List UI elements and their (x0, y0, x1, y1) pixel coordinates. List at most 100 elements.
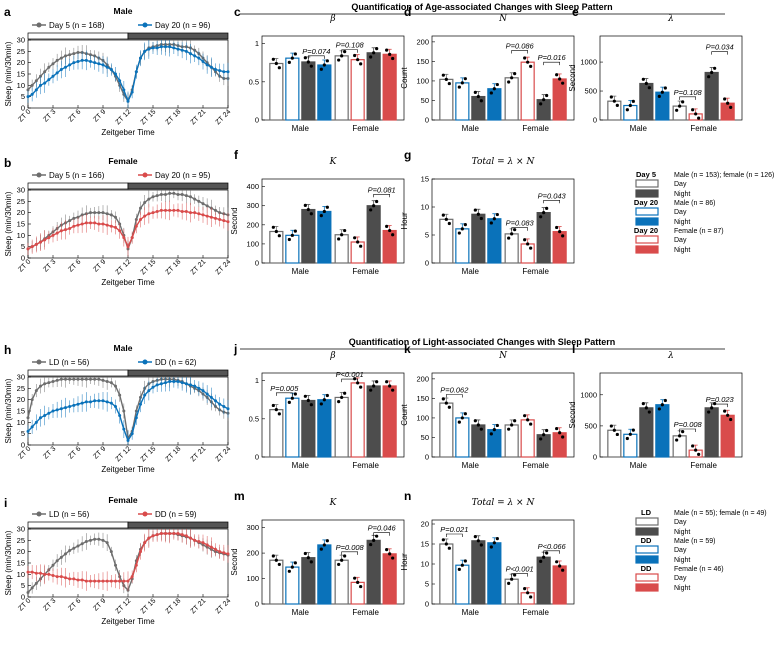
data-point (109, 224, 113, 228)
legend-swatch-night (635, 555, 659, 564)
bar (366, 52, 381, 121)
data-point (526, 242, 530, 246)
bar (520, 243, 535, 264)
data-point (542, 98, 546, 102)
data-point (476, 423, 480, 427)
data-point (147, 536, 151, 540)
data-point (122, 88, 126, 92)
y-tick-label: 15 (421, 175, 429, 184)
bar (269, 409, 284, 458)
data-point (447, 405, 451, 409)
legend-label: DD (n = 62) (155, 358, 197, 367)
data-point (147, 47, 151, 51)
data-point (55, 575, 59, 579)
data-point (26, 590, 30, 594)
plot-frame (261, 178, 405, 264)
data-point (489, 221, 493, 225)
x-tick-label: ZT 18 (165, 597, 183, 615)
y-tick-label: 20 (17, 208, 25, 217)
data-point (51, 409, 55, 413)
data-point (513, 228, 517, 232)
data-point (523, 238, 527, 242)
data-point (473, 208, 477, 212)
bar (317, 544, 332, 605)
y-tick-label: 0 (255, 116, 259, 125)
significance-bracket (679, 96, 696, 100)
data-point (356, 240, 360, 244)
data-point (287, 400, 291, 404)
data-point (34, 79, 38, 83)
data-point (201, 202, 205, 206)
data-point (523, 56, 527, 60)
data-point (139, 550, 142, 554)
x-tick-label: ZT 12 (115, 108, 133, 126)
x-category-label: Female (522, 461, 549, 470)
y-tick-label: 5 (21, 581, 25, 590)
data-point (372, 51, 376, 55)
data-point (89, 60, 92, 64)
x-tick-label: ZT 15 (140, 597, 158, 615)
bar (520, 61, 535, 121)
y-tick-label: 5 (21, 92, 25, 101)
data-point (97, 62, 101, 66)
data-point (84, 539, 88, 543)
data-point (130, 90, 134, 94)
data-point (34, 242, 38, 246)
data-point (558, 564, 562, 568)
data-point (510, 577, 514, 581)
data-point (109, 550, 113, 554)
data-point (59, 555, 63, 559)
data-point (697, 452, 701, 456)
data-point (184, 534, 188, 538)
data-point (710, 70, 714, 75)
y-tick-label: 100 (246, 239, 259, 248)
bar (720, 102, 735, 121)
data-point (64, 377, 67, 381)
bar (455, 228, 470, 264)
data-point (109, 401, 113, 405)
panel-label-j: j (233, 342, 237, 356)
p-value-label: P=0.086 (506, 41, 535, 50)
bar (623, 433, 638, 458)
x-tick-label: ZT 9 (92, 597, 107, 612)
bar (350, 382, 365, 458)
bar (536, 434, 551, 458)
data-point (222, 70, 226, 74)
data-point (226, 552, 230, 556)
plot-frame (261, 519, 405, 605)
data-point (353, 576, 357, 580)
significance-bracket (308, 55, 325, 59)
data-point (176, 47, 180, 51)
data-point (26, 416, 30, 420)
x-tick-label: ZT 24 (215, 258, 233, 276)
data-point (84, 377, 88, 381)
y-tick-label: 50 (421, 96, 429, 105)
data-point (93, 537, 97, 541)
legend-head: LD (641, 508, 652, 517)
data-point (218, 402, 222, 406)
data-point (172, 380, 176, 384)
data-point (277, 234, 281, 238)
data-point (97, 399, 101, 403)
significance-bracket (341, 49, 358, 53)
dark-phase-bar (127, 182, 229, 190)
p-value-label: P<0.001 (506, 565, 534, 574)
data-point (489, 545, 493, 549)
data-point (293, 392, 297, 396)
legend-item: Night (674, 191, 690, 198)
data-point (80, 542, 84, 546)
data-point (678, 104, 682, 108)
y-tick-label: 100 (416, 413, 429, 422)
x-tick-label: ZT 18 (165, 445, 183, 463)
data-point (539, 437, 543, 441)
p-value-label: P=0.023 (706, 395, 735, 404)
data-point (271, 403, 275, 408)
data-point (529, 64, 533, 68)
data-point (463, 412, 467, 416)
data-point (495, 537, 499, 541)
y-tick-label: 200 (246, 549, 259, 558)
data-point (43, 238, 47, 242)
significance-bracket (373, 193, 390, 198)
